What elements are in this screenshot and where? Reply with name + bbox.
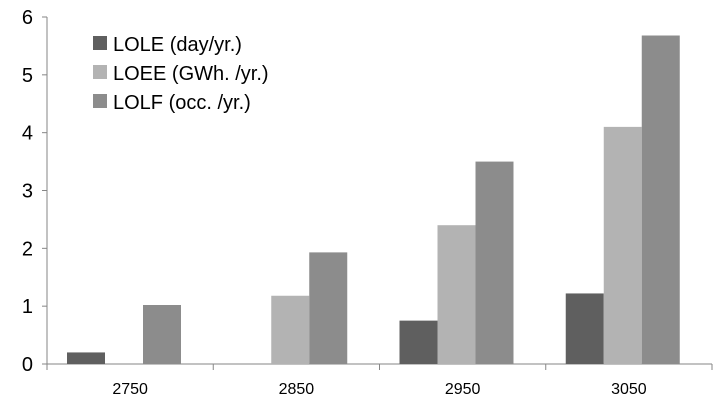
bar — [143, 305, 181, 364]
y-tick-label: 0 — [22, 354, 33, 376]
bar — [475, 161, 514, 364]
bar — [603, 126, 642, 364]
legend-swatch — [93, 36, 107, 50]
bar — [565, 293, 604, 364]
bar — [399, 320, 438, 364]
y-axis: 0 1 2 3 4 5 6 — [22, 7, 48, 376]
bar — [309, 252, 348, 364]
legend-label: LOEE (GWh. /yr.) — [113, 63, 269, 85]
x-axis: 2750 2850 2950 3050 — [46, 363, 713, 398]
y-tick-label: 1 — [22, 296, 33, 318]
legend: LOLE (day/yr.) LOEE (GWh. /yr.) LOLF (occ.… — [93, 34, 269, 114]
y-tick-label: 6 — [22, 7, 33, 29]
x-tick-label: 2850 — [279, 381, 315, 398]
y-tick-label: 3 — [22, 181, 33, 203]
x-tick-label: 2950 — [445, 381, 481, 398]
bar — [67, 352, 105, 364]
x-tick-label: 2750 — [112, 381, 148, 398]
legend-label: LOLF (occ. /yr.) — [113, 92, 251, 114]
bar — [271, 295, 310, 364]
bars — [67, 35, 680, 365]
x-tick-label: 3050 — [611, 381, 647, 398]
legend-label: LOLE (day/yr.) — [113, 34, 242, 56]
bar — [437, 225, 476, 364]
legend-swatch — [93, 65, 107, 79]
y-tick-label: 2 — [22, 238, 33, 260]
y-tick-label: 4 — [22, 123, 33, 145]
y-tick-label: 5 — [22, 65, 33, 87]
bar — [641, 35, 680, 365]
legend-swatch — [93, 94, 107, 108]
